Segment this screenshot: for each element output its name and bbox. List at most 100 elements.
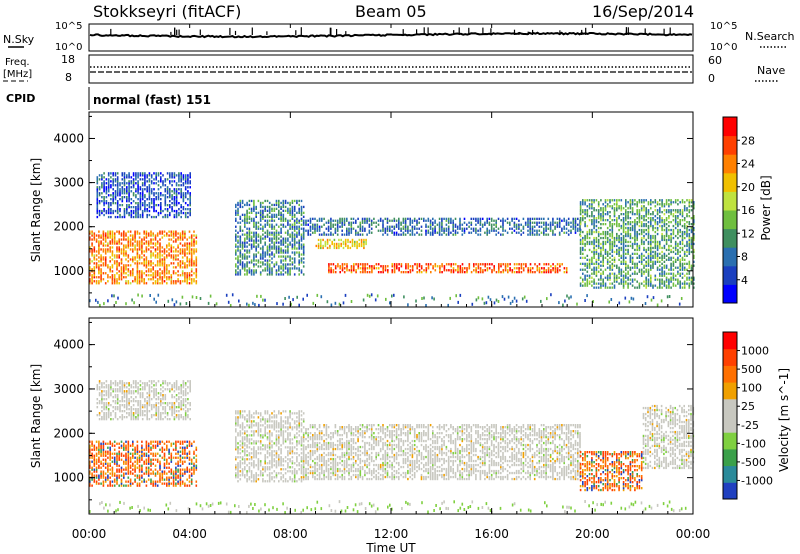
heatmap-cell: [282, 209, 285, 212]
heatmap-cell: [552, 223, 554, 226]
heatmap-cell: [98, 213, 101, 217]
heatmap-cell: [89, 472, 91, 475]
heatmap-cell: [361, 225, 364, 228]
heatmap-cell: [278, 247, 280, 250]
heatmap-cell: [314, 217, 316, 220]
heatmap-cell: [110, 204, 112, 207]
heatmap-cell: [631, 278, 634, 281]
heatmap-cell: [288, 295, 290, 299]
heatmap-cell: [645, 260, 647, 263]
heatmap-cell: [624, 296, 627, 300]
heatmap-cell: [147, 234, 150, 237]
heatmap-cell: [172, 266, 175, 269]
heatmap-cell: [266, 273, 269, 276]
heatmap-cell: [289, 225, 291, 228]
heatmap-cell: [597, 226, 600, 230]
heatmap-cell: [120, 468, 123, 471]
heatmap-cell: [104, 252, 107, 255]
heatmap-cell: [123, 208, 126, 211]
heatmap-cell: [180, 196, 182, 199]
heatmap-cell: [147, 262, 150, 265]
heatmap-cell: [595, 199, 598, 202]
heatmap-cell: [609, 215, 611, 218]
heatmap-cell: [253, 203, 255, 207]
heatmap-cell: [582, 230, 584, 234]
heatmap-cell: [271, 219, 273, 222]
heatmap-cell: [407, 265, 409, 268]
heatmap-cell: [107, 446, 109, 449]
heatmap-cell: [527, 233, 529, 236]
heatmap-cell: [683, 226, 686, 230]
heatmap-cell: [616, 221, 618, 224]
heatmap-cell: [93, 280, 96, 283]
heatmap-cell: [625, 256, 627, 259]
heatmap-cell: [563, 271, 566, 274]
heatmap-cell: [334, 219, 337, 222]
heatmap-cell: [609, 256, 611, 259]
heatmap-cell: [111, 474, 114, 477]
heatmap-cell: [141, 209, 144, 213]
heatmap-cell: [100, 268, 102, 271]
heatmap-cell: [170, 274, 173, 277]
heatmap-cell: [255, 227, 257, 230]
heatmap-cell: [327, 225, 330, 228]
heatmap-cell: [625, 238, 627, 242]
heatmap-cell: [341, 263, 344, 266]
heatmap-cell: [531, 217, 534, 220]
heatmap-cell: [561, 227, 563, 230]
heatmap-cell: [665, 232, 668, 236]
heatmap-cell: [541, 271, 543, 274]
heatmap-cell: [127, 256, 130, 259]
heatmap-cell: [470, 217, 473, 220]
heatmap-cell: [616, 248, 618, 252]
heatmap-cell: [109, 230, 111, 233]
heatmap-cell: [620, 256, 623, 259]
heatmap-cell: [654, 221, 657, 224]
heatmap-cell: [693, 226, 695, 230]
heatmap-cell: [96, 206, 99, 209]
heatmap-cell: [650, 248, 652, 252]
heatmap-cell: [111, 442, 114, 445]
heatmap-cell: [495, 219, 497, 222]
heatmap-cell: [356, 244, 358, 248]
heatmap-cell: [248, 303, 250, 307]
heatmap-cell: [604, 209, 607, 212]
heatmap-cell: [189, 211, 191, 215]
heatmap-cell: [432, 233, 434, 236]
heatmap-cell: [613, 278, 616, 281]
heatmap-cell: [357, 265, 360, 268]
heatmap-cell: [521, 297, 524, 301]
heatmap-cell: [529, 267, 532, 270]
heatmap-cell: [329, 244, 331, 248]
heatmap-cell: [111, 280, 114, 283]
heatmap-cell: [177, 280, 179, 283]
heatmap-cell: [631, 258, 634, 261]
heatmap-cell: [259, 205, 262, 209]
heatmap-cell: [588, 282, 591, 285]
heatmap-cell: [111, 266, 114, 269]
heatmap-cell: [182, 208, 185, 211]
heatmap-cell: [477, 271, 480, 274]
y-tick-label: 4000: [53, 131, 84, 145]
heatmap-cell: [125, 258, 127, 261]
heatmap-cell: [645, 213, 647, 216]
heatmap-cell: [188, 244, 191, 247]
heatmap-cell: [529, 263, 532, 266]
heatmap-cell: [307, 229, 309, 232]
heatmap-cell: [690, 238, 693, 242]
heatmap-cell: [130, 202, 133, 205]
heatmap-cell: [166, 178, 169, 181]
heatmap-cell: [237, 211, 239, 214]
heatmap-cell: [538, 225, 541, 228]
heatmap-cell: [450, 263, 452, 266]
heatmap-cell: [645, 280, 647, 283]
heatmap-cell: [550, 293, 552, 297]
heatmap-cell: [160, 194, 162, 197]
heatmap-cell: [593, 230, 595, 234]
y-tick-label: 2000: [53, 220, 84, 234]
heatmap-cell: [643, 240, 645, 244]
heatmap-cell: [93, 270, 96, 273]
heatmap-cell: [579, 227, 581, 230]
heatmap-cell: [438, 223, 441, 226]
heatmap-cell: [235, 217, 237, 220]
